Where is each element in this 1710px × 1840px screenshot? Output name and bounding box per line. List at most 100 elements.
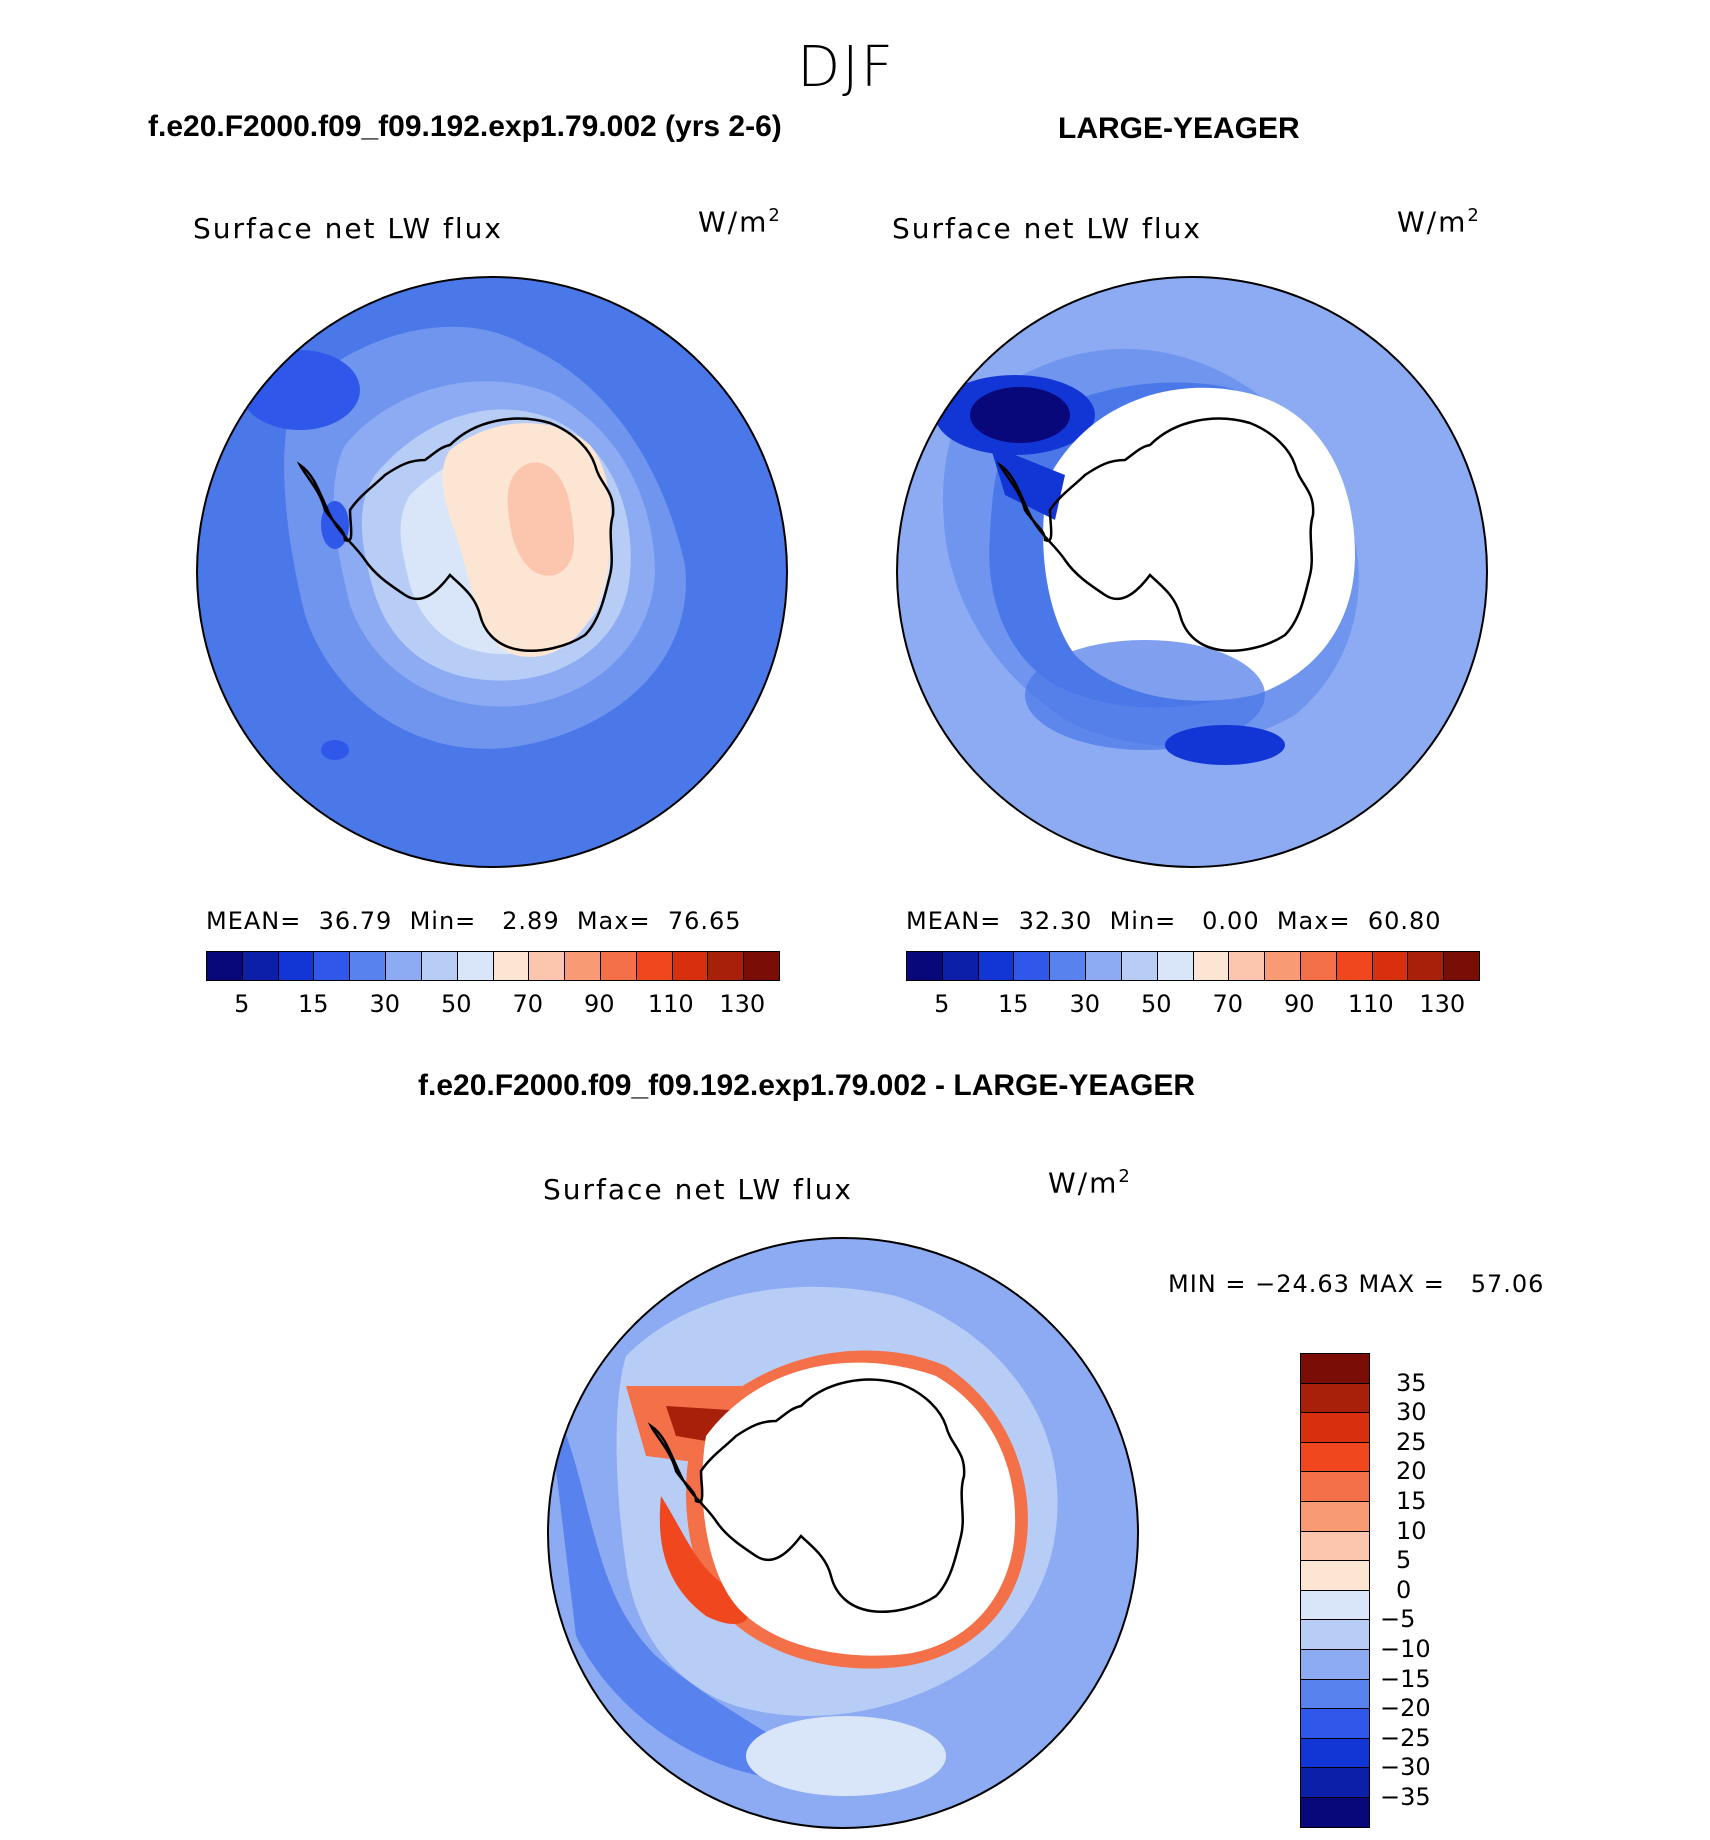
colorbar-swatch bbox=[1301, 1383, 1369, 1414]
colorbar-tick-label: 15 bbox=[297, 990, 329, 1018]
colorbar-tick-label: 30 bbox=[1396, 1398, 1427, 1427]
colorbar-tick-label: 110 bbox=[1347, 990, 1394, 1018]
colorbar-swatch bbox=[386, 952, 422, 980]
colorbar-swatch bbox=[942, 952, 979, 980]
colorbar-tick-label: −20 bbox=[1380, 1694, 1431, 1723]
colorbar-swatch bbox=[457, 952, 494, 980]
diff-units: W/m2 bbox=[1048, 1166, 1132, 1200]
colorbar-tick-label: 50 bbox=[1140, 990, 1172, 1018]
diff-colorbar-ticks: 35 30 25 20 15 10 5 0 −5 −10 −15 −20 −25 −30 −35 bbox=[1380, 1353, 1460, 1831]
panel1-stats: MEAN= 36.79 Min= 2.89 Max= 76.65 bbox=[206, 907, 742, 935]
colorbar-tick-label: 35 bbox=[1396, 1368, 1427, 1397]
colorbar-tick-label: 15 bbox=[1396, 1487, 1427, 1515]
colorbar-swatch bbox=[1301, 1442, 1369, 1473]
colorbar-swatch bbox=[907, 952, 943, 980]
panel2-colorbar bbox=[906, 951, 1480, 981]
colorbar-swatch bbox=[1050, 952, 1087, 980]
panel2-units: W/m2 bbox=[1397, 205, 1481, 239]
colorbar-swatch bbox=[1301, 1738, 1369, 1769]
diff-colorbar bbox=[1300, 1353, 1370, 1828]
panel2-stats: MEAN= 32.30 Min= 0.00 Max= 60.80 bbox=[906, 907, 1442, 935]
colorbar-swatch bbox=[1265, 952, 1301, 980]
diff-polar-map bbox=[547, 1237, 1139, 1829]
colorbar-tick-label: 110 bbox=[647, 990, 694, 1018]
colorbar-swatch bbox=[1301, 1768, 1369, 1798]
colorbar-tick-label: −35 bbox=[1380, 1783, 1431, 1811]
colorbar-tick-label: 90 bbox=[583, 990, 615, 1018]
panel1-polar-map bbox=[196, 276, 788, 868]
colorbar-swatch bbox=[1301, 1797, 1369, 1827]
panel2-variable-title: Surface net LW flux bbox=[892, 212, 1202, 245]
colorbar-tick-label: 25 bbox=[1396, 1427, 1427, 1456]
colorbar-swatch bbox=[708, 952, 745, 980]
colorbar-swatch bbox=[314, 952, 351, 980]
colorbar-swatch bbox=[1444, 952, 1479, 980]
colorbar-swatch bbox=[1157, 952, 1194, 980]
colorbar-swatch bbox=[1301, 1590, 1369, 1621]
colorbar-tick-label: 20 bbox=[1396, 1457, 1427, 1486]
colorbar-swatch bbox=[493, 952, 530, 980]
diff-case-title: f.e20.F2000.f09_f09.192.exp1.79.002 - LA… bbox=[418, 1069, 1196, 1102]
colorbar-tick-label: 70 bbox=[512, 990, 544, 1018]
colorbar-swatch bbox=[1301, 1472, 1369, 1502]
colorbar-tick-label: −25 bbox=[1380, 1723, 1431, 1752]
colorbar-tick-label: −10 bbox=[1380, 1635, 1431, 1663]
colorbar-swatch bbox=[421, 952, 458, 980]
colorbar-tick-label: −5 bbox=[1380, 1605, 1416, 1634]
panel2-colorbar-ticks: 5 15 30 50 70 90 110 130 bbox=[906, 990, 1478, 1020]
panel1-units: W/m2 bbox=[698, 205, 782, 239]
colorbar-swatch bbox=[1336, 952, 1373, 980]
colorbar-tick-label: 10 bbox=[1396, 1516, 1427, 1545]
colorbar-swatch bbox=[565, 952, 601, 980]
colorbar-swatch bbox=[1301, 1413, 1369, 1443]
colorbar-tick-label: −15 bbox=[1380, 1664, 1431, 1693]
colorbar-swatch bbox=[1301, 1620, 1369, 1650]
colorbar-swatch bbox=[278, 952, 315, 980]
colorbar-swatch bbox=[1300, 952, 1337, 980]
colorbar-swatch bbox=[1301, 1649, 1369, 1680]
colorbar-swatch bbox=[1301, 1354, 1369, 1384]
colorbar-tick-label: 30 bbox=[1069, 990, 1101, 1018]
colorbar-tick-label: 5 bbox=[934, 990, 950, 1018]
colorbar-tick-label: 5 bbox=[1396, 1546, 1412, 1575]
colorbar-tick-label: 15 bbox=[997, 990, 1029, 1018]
colorbar-swatch bbox=[1372, 952, 1409, 980]
colorbar-swatch bbox=[744, 952, 779, 980]
colorbar-tick-label: 70 bbox=[1212, 990, 1244, 1018]
colorbar-swatch bbox=[529, 952, 566, 980]
panel1-variable-title: Surface net LW flux bbox=[193, 212, 503, 245]
colorbar-swatch bbox=[1301, 1709, 1369, 1739]
colorbar-swatch bbox=[350, 952, 387, 980]
colorbar-swatch bbox=[1408, 952, 1445, 980]
panel2-polar-map bbox=[896, 276, 1488, 868]
colorbar-swatch bbox=[1121, 952, 1158, 980]
colorbar-tick-label: 30 bbox=[369, 990, 401, 1018]
colorbar-swatch bbox=[207, 952, 243, 980]
colorbar-tick-label: −30 bbox=[1380, 1753, 1431, 1782]
colorbar-tick-label: 130 bbox=[719, 990, 766, 1018]
colorbar-swatch bbox=[1301, 1501, 1369, 1532]
colorbar-swatch bbox=[1193, 952, 1230, 980]
colorbar-swatch bbox=[978, 952, 1015, 980]
colorbar-swatch bbox=[1229, 952, 1266, 980]
colorbar-tick-label: 130 bbox=[1419, 990, 1466, 1018]
colorbar-swatch bbox=[1086, 952, 1122, 980]
colorbar-swatch bbox=[1301, 1531, 1369, 1562]
colorbar-swatch bbox=[636, 952, 673, 980]
colorbar-swatch bbox=[242, 952, 279, 980]
colorbar-swatch bbox=[600, 952, 637, 980]
colorbar-tick-label: 50 bbox=[440, 990, 472, 1018]
colorbar-tick-label: 90 bbox=[1283, 990, 1315, 1018]
panel2-case-title: LARGE-YEAGER bbox=[1058, 112, 1300, 145]
colorbar-swatch bbox=[1014, 952, 1051, 980]
colorbar-tick-label: 5 bbox=[234, 990, 250, 1018]
diff-min-max: MIN = −24.63 MAX = 57.06 bbox=[1168, 1270, 1545, 1298]
colorbar-swatch bbox=[1301, 1561, 1369, 1591]
colorbar-swatch bbox=[1301, 1679, 1369, 1710]
colorbar-tick-label: 0 bbox=[1396, 1575, 1412, 1604]
panel1-case-title: f.e20.F2000.f09_f09.192.exp1.79.002 (yrs… bbox=[148, 110, 782, 143]
colorbar-swatch bbox=[672, 952, 709, 980]
season-title: DJF bbox=[797, 35, 895, 100]
panel1-colorbar-ticks: 5 15 30 50 70 90 110 130 bbox=[206, 990, 778, 1020]
panel1-colorbar bbox=[206, 951, 780, 981]
